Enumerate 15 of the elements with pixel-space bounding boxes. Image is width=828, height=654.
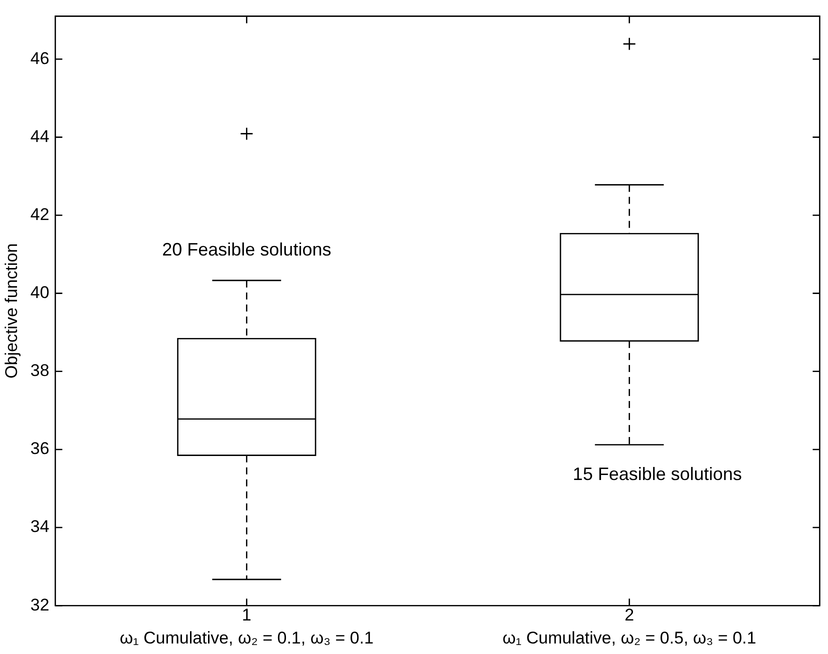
text: ω₁ Cumulative, ω₂ = 0.5, ω₃ = 0.1 <box>502 628 756 648</box>
y-tick-label: 36 <box>30 439 50 458</box>
y-tick-label: 34 <box>30 517 50 536</box>
x-tick-label: 2 <box>624 605 634 624</box>
y-tick-label: 42 <box>30 204 50 224</box>
y-tick-label: 38 <box>30 361 50 380</box>
annotation: 15 Feasible solutions <box>572 464 742 484</box>
y-tick-label: 32 <box>30 595 50 614</box>
y-tick-label: 40 <box>30 283 50 302</box>
y-tick-label: 44 <box>30 126 50 146</box>
annotation: 20 Feasible solutions <box>162 239 332 260</box>
text: ω₁ Cumulative, ω₂ = 0.1, ω₃ = 0.1 <box>120 628 374 648</box>
y-tick-label: 46 <box>30 48 50 68</box>
x-tick-label: 1 <box>242 605 252 624</box>
y-axis-title: Objective function <box>2 243 21 378</box>
